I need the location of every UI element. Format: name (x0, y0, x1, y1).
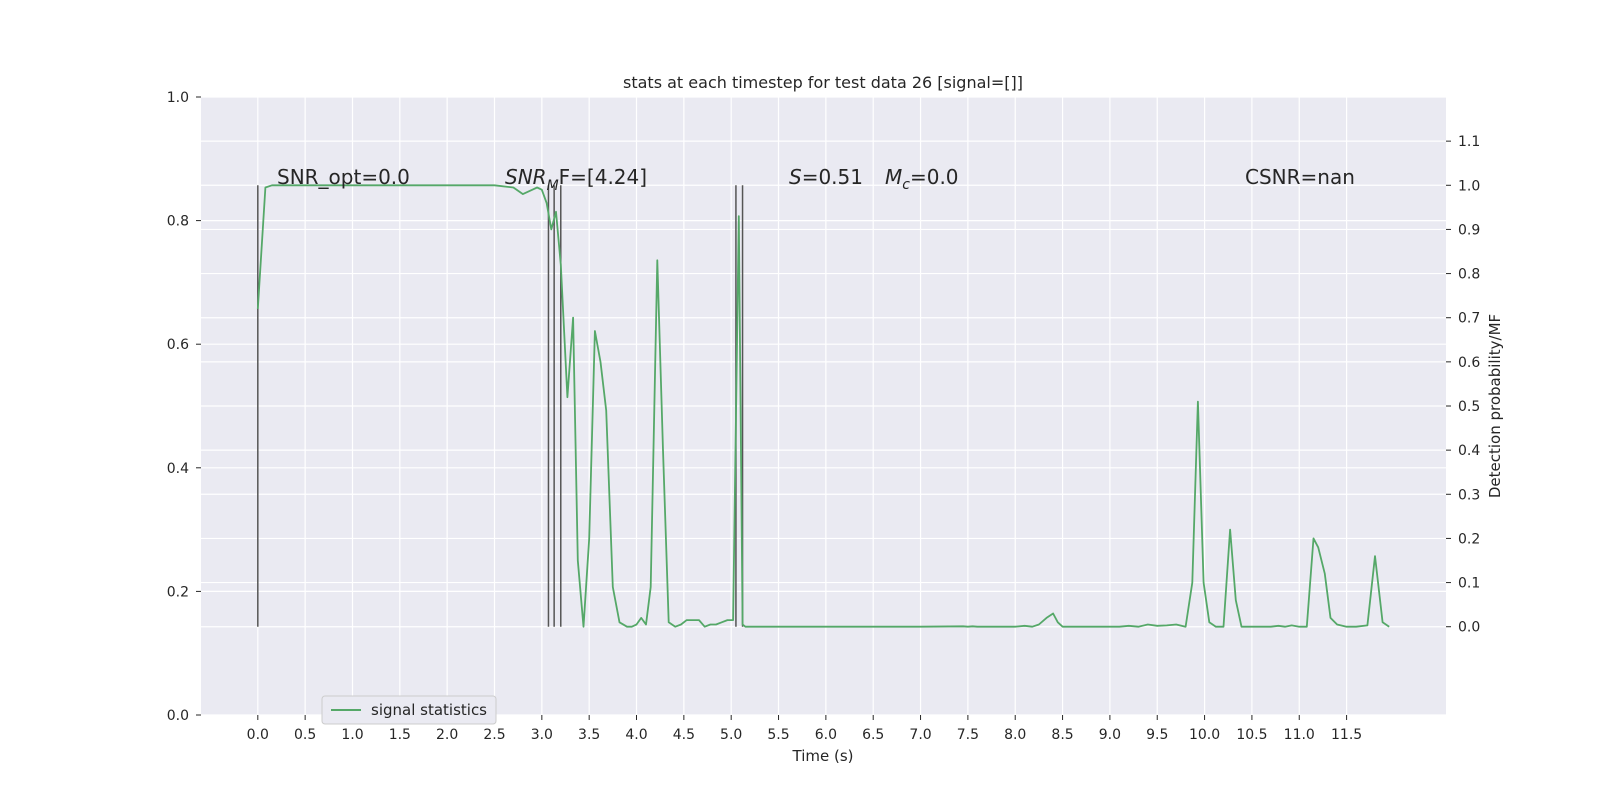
x-tick-label-21: 10.5 (1236, 727, 1267, 743)
x-tick-label-19: 9.5 (1146, 727, 1168, 743)
annotation-mc: Mc=0.0 (885, 165, 959, 193)
annotation-s: S=0.51 (789, 165, 863, 189)
y-left-tick-label-5: 1.0 (167, 90, 189, 106)
x-tick-label-17: 8.5 (1051, 727, 1073, 743)
x-tick-label-1: 0.5 (294, 727, 316, 743)
annotation-snr-opt: SNR_opt=0.0 (277, 165, 410, 189)
annotation-mc-sub: c (902, 177, 910, 193)
y-right-tick-label-0: 0.0 (1458, 620, 1480, 636)
x-tick-label-0: 0.0 (247, 727, 269, 743)
y-left-tick-labels: 0.0 0.2 0.4 0.6 0.8 1.0 (167, 90, 201, 724)
chart-title: stats at each timestep for test data 26 … (623, 73, 1023, 92)
x-tick-labels: 0.0 0.5 1.0 1.5 2.0 2.5 3.0 3.5 4.0 4.5 5.0 5.5 6.0 6… (247, 715, 1362, 743)
x-tick-label-12: 6.0 (815, 727, 837, 743)
y-right-tick-label-2: 0.2 (1458, 531, 1480, 547)
y-right-axis-label: Detection probability/MF (1486, 314, 1504, 498)
series-layer (256, 184, 1390, 628)
x-tick-label-3: 1.5 (389, 727, 411, 743)
x-tick-label-14: 7.0 (909, 727, 931, 743)
y-left-tick-label-2: 0.4 (167, 461, 189, 477)
y-right-tick-label-11: 1.1 (1458, 134, 1480, 150)
x-tick-label-5: 2.5 (483, 727, 505, 743)
y-right-tick-label-4: 0.4 (1458, 443, 1480, 459)
x-tick-label-20: 10.0 (1189, 727, 1220, 743)
x-tick-label-22: 11.0 (1284, 727, 1315, 743)
legend: signal statistics (321, 695, 497, 725)
y-left-tick-label-3: 0.6 (167, 337, 189, 353)
y-left-tick-label-4: 0.8 (167, 214, 189, 230)
y-right-tick-label-6: 0.6 (1458, 355, 1480, 371)
x-tick-label-23: 11.5 (1331, 727, 1362, 743)
grid (201, 96, 1446, 716)
x-tick-label-13: 6.5 (862, 727, 884, 743)
y-right-tick-label-1: 0.1 (1458, 576, 1480, 592)
x-tick-label-18: 9.0 (1099, 727, 1121, 743)
annotation-snr-mf: SNRMF=[4.24] (505, 165, 647, 194)
annotation-mc-value: =0.0 (910, 165, 959, 189)
x-tick-label-6: 3.0 (531, 727, 553, 743)
x-tick-label-2: 1.0 (341, 727, 363, 743)
y-right-tick-label-8: 0.8 (1458, 267, 1480, 283)
x-tick-label-8: 4.0 (625, 727, 647, 743)
x-tick-label-10: 5.0 (720, 727, 742, 743)
annotation-s-value: =0.51 (802, 165, 863, 189)
series-line-0 (256, 184, 1390, 628)
annotation-mc-base: M (885, 165, 902, 189)
x-axis-label: Time (s) (792, 747, 854, 765)
x-tick-label-16: 8.0 (1004, 727, 1026, 743)
annotation-snr-mf-sub: M (547, 178, 559, 194)
annotation-snr-mf-rest: F=[4.24] (559, 165, 647, 189)
y-right-tick-label-5: 0.5 (1458, 399, 1480, 415)
y-right-tick-label-3: 0.3 (1458, 487, 1480, 503)
x-tick-label-9: 4.5 (673, 727, 695, 743)
annotation-snr-mf-base: SNR (505, 165, 547, 189)
y-right-tick-label-10: 1.0 (1458, 178, 1480, 194)
legend-label: signal statistics (371, 701, 487, 719)
y-right-tick-labels: 0.0 0.1 0.2 0.3 0.4 0.5 0.6 0.7 0.8 0.9 1.0 1.1 (1446, 134, 1480, 636)
x-tick-label-7: 3.5 (578, 727, 600, 743)
y-left-tick-label-1: 0.2 (167, 584, 189, 600)
annotation-s-label: S (789, 165, 802, 189)
x-tick-label-11: 5.5 (767, 727, 789, 743)
y-right-tick-label-9: 0.9 (1458, 222, 1480, 238)
y-left-tick-label-0: 0.0 (167, 708, 189, 724)
legend-box (321, 695, 497, 725)
annotation-csnr: CSNR=nan (1245, 165, 1355, 189)
x-tick-label-15: 7.5 (957, 727, 979, 743)
x-tick-label-4: 2.0 (436, 727, 458, 743)
y-right-tick-label-7: 0.7 (1458, 311, 1480, 327)
